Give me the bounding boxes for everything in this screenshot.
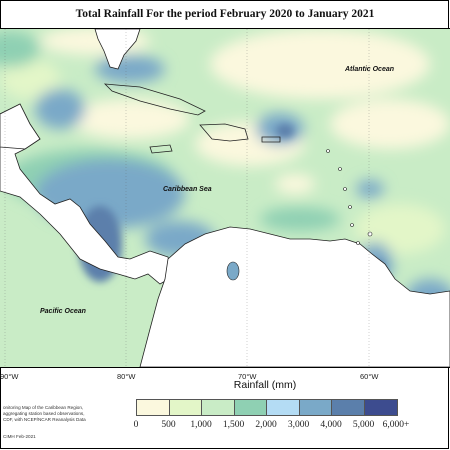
graticule	[4, 29, 370, 367]
legend-tick-label: 1,500	[222, 420, 245, 430]
legend-title: Rainfall (mm)	[233, 379, 297, 391]
legend-swatch	[364, 400, 397, 415]
longitude-label-70w: 70°W	[238, 372, 257, 381]
legend-tick-label: 5,000	[352, 420, 375, 430]
legend-tick-label: 4,000	[320, 420, 342, 430]
legend-tick-label: 500	[161, 420, 176, 430]
lesser-antilles	[326, 149, 373, 245]
lake-maracaibo	[226, 261, 240, 281]
cuba-outline	[103, 83, 206, 116]
credit-line: CDF, with NCEP/NCAR Reanalysis Data	[3, 417, 86, 422]
caribbean-sea-label: Caribbean Sea	[163, 186, 212, 193]
puerto-rico-outline	[261, 136, 281, 143]
legend-swatch	[267, 400, 300, 415]
credits-block: onitoring Map of the Caribbean Region, a…	[3, 405, 113, 423]
legend-swatch	[137, 400, 170, 415]
legend-tick-label: 2,000	[255, 420, 277, 430]
yucatan-land	[0, 103, 41, 150]
land-masses	[0, 29, 450, 367]
legend-swatch	[202, 400, 235, 415]
legend-swatch	[169, 400, 202, 415]
longitude-label-60w: 60°W	[360, 372, 379, 381]
credit-line: onitoring Map of the Caribbean Region,	[3, 405, 84, 410]
hispaniola-outline	[199, 123, 249, 142]
producer-stamp: CIMH Feb-2021	[3, 434, 36, 439]
south-america-land	[139, 226, 450, 367]
jamaica-outline	[149, 144, 173, 154]
legend-swatch	[234, 400, 267, 415]
map-title: Total Rainfall For the period February 2…	[75, 8, 375, 20]
legend-tick-label: 1,000	[190, 420, 212, 430]
credit-line: aggregating station based observations,	[3, 411, 85, 416]
map-canvas: Atlantic Ocean Caribbean Sea Pacific Oce…	[0, 29, 450, 367]
legend-tick-label: 3,000	[287, 420, 310, 430]
legend-swatch	[299, 400, 332, 415]
pacific-ocean-label: Pacific Ocean	[40, 308, 86, 315]
rainfall-map: Atlantic Ocean Caribbean Sea Pacific Oce…	[0, 28, 450, 368]
legend-tick-label: 6,000+	[382, 420, 410, 430]
longitude-label-90w: 90°W	[0, 372, 19, 381]
longitude-label-80w: 80°W	[117, 372, 136, 381]
florida-land	[94, 29, 141, 70]
legend-color-bar	[136, 399, 398, 416]
legend-swatch	[332, 400, 365, 415]
atlantic-ocean-label: Atlantic Ocean	[344, 66, 394, 73]
legend-tick-label: 0	[133, 420, 139, 430]
